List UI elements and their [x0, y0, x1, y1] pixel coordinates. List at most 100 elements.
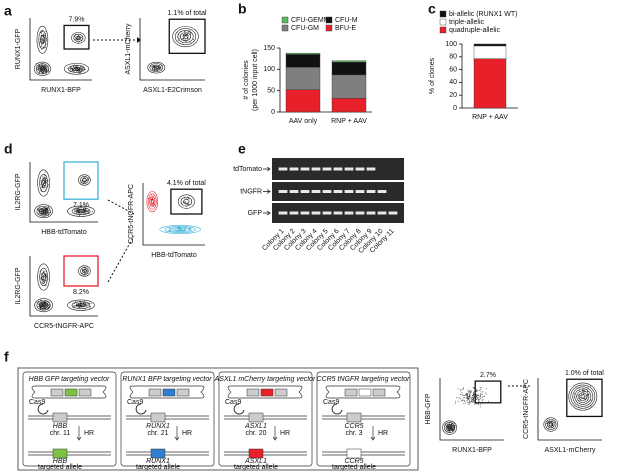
contour: [40, 34, 45, 45]
contour: [73, 33, 84, 42]
y-axis-label: RUNX1-GFP: [15, 28, 22, 69]
gel-band: [344, 190, 354, 193]
contour: [146, 191, 159, 213]
contour: [147, 61, 166, 74]
contour: [447, 425, 452, 430]
gate-percent: 8.2%: [73, 289, 89, 296]
gate-percent: 1.0% of total: [565, 370, 604, 377]
contour: [82, 177, 87, 183]
contour: [71, 32, 86, 44]
chromosome: [126, 415, 209, 456]
contour: [38, 30, 47, 50]
gel-band: [333, 167, 343, 171]
chr-label: chr. 3: [345, 430, 362, 437]
contour: [76, 209, 86, 214]
plot-axes: [29, 256, 98, 317]
vector-title: RUNX1 BFP targeting vector: [122, 376, 212, 383]
cassette: [78, 388, 92, 397]
hr-label: HR: [280, 430, 290, 437]
gate-percent: 7.9%: [69, 16, 85, 23]
vector-title: HBB GFP targeting vector: [29, 376, 110, 383]
bar-segment: [285, 89, 321, 113]
contour: [72, 66, 81, 71]
x-axis-label: HBB-tdTomato: [151, 252, 197, 259]
y-axis-label: CCR5-tNGFR-APC: [128, 184, 135, 244]
panel-label: a: [4, 3, 12, 19]
hr-arrow: [272, 426, 278, 441]
gel-arrow: [263, 166, 271, 172]
hr-label: HR: [84, 430, 94, 437]
legend-swatch: [439, 26, 447, 34]
contour: [80, 267, 89, 275]
x-axis-label: ASXL1-E2Crimson: [143, 87, 202, 94]
gel-band: [278, 211, 288, 215]
gel-band: [322, 167, 332, 171]
legend-label: CFU-M: [335, 17, 358, 24]
gel-band: [289, 190, 299, 193]
gel-band: [322, 190, 332, 193]
allele-gene: HBB: [53, 458, 68, 465]
y-axis-label: ASXL1-mCherry: [125, 23, 132, 74]
plasmid: [227, 385, 303, 399]
y-tick-label: 0: [271, 109, 275, 116]
allele-label: targeted allele: [234, 464, 278, 471]
x-tick-label: RNP + AAV: [472, 114, 508, 121]
contour: [545, 419, 557, 430]
contour: [169, 227, 191, 232]
legend-swatch: [325, 16, 333, 24]
contour: [177, 194, 195, 209]
y-tick-label: 40: [449, 79, 457, 86]
contour: [159, 225, 201, 234]
gel-band: [311, 211, 321, 215]
gate-percent: 2.7%: [480, 372, 496, 379]
plot-axes: [139, 18, 205, 81]
panel-label: d: [4, 141, 13, 157]
contour: [150, 198, 154, 205]
contour: [67, 299, 95, 311]
legend-swatch: [281, 16, 289, 24]
cas9-label: Cas9: [29, 399, 45, 406]
contour: [183, 199, 190, 205]
plot-axes: [29, 18, 92, 81]
contour: [177, 30, 194, 44]
contour: [578, 392, 588, 401]
contour: [444, 422, 456, 434]
plasmid: [325, 385, 401, 399]
bar-segment: [331, 60, 367, 63]
targeted-gene: [150, 448, 166, 459]
legend-label: CFU-GM: [291, 25, 319, 32]
gene-label: RUNX1: [146, 423, 170, 430]
gene: [150, 412, 166, 423]
gel-band: [344, 167, 354, 171]
x-axis-label: RUNX1-BFP: [41, 87, 81, 94]
gel-band: [311, 167, 321, 171]
y-axis-label: HBB-GFP: [425, 393, 432, 424]
gel-band: [278, 190, 288, 193]
hr-arrow: [76, 426, 82, 441]
contour: [67, 205, 95, 217]
gate-percent: 4.1% of total: [167, 180, 206, 187]
contour: [174, 28, 197, 46]
legend-label: BFU-E: [335, 25, 356, 32]
arrow-head: [137, 37, 141, 43]
allele-label: targeted allele: [332, 464, 376, 471]
x-tick-label: AAV only: [289, 118, 318, 125]
gel-band: [278, 167, 288, 171]
vector-box: [22, 371, 117, 467]
gel-band: [322, 211, 332, 215]
plasmid: [31, 385, 107, 399]
contour: [34, 298, 53, 313]
contour: [36, 205, 51, 217]
gate: [63, 161, 99, 200]
gel-row-label: GFP: [248, 210, 263, 217]
gel-band: [366, 167, 376, 171]
contour: [164, 226, 196, 233]
contour: [180, 32, 191, 41]
contour: [546, 420, 555, 429]
contour: [36, 25, 49, 54]
legend-swatch: [281, 24, 289, 32]
cassette: [64, 388, 78, 397]
chromosome: [28, 415, 111, 456]
bar-segment: [331, 61, 367, 76]
